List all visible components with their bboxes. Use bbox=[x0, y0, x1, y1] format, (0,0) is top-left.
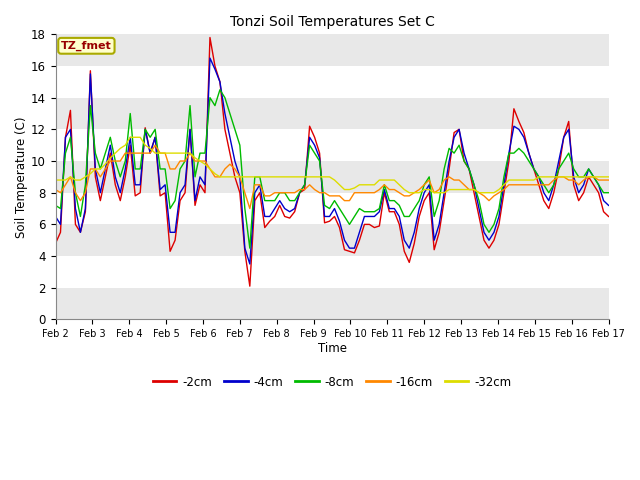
Legend: -2cm, -4cm, -8cm, -16cm, -32cm: -2cm, -4cm, -8cm, -16cm, -32cm bbox=[148, 371, 516, 393]
Bar bbox=[56, 35, 609, 66]
Y-axis label: Soil Temperature (C): Soil Temperature (C) bbox=[15, 116, 28, 238]
Text: TZ_fmet: TZ_fmet bbox=[61, 41, 112, 51]
Bar bbox=[56, 98, 609, 130]
Title: Tonzi Soil Temperatures Set C: Tonzi Soil Temperatures Set C bbox=[230, 15, 435, 29]
Bar bbox=[56, 288, 609, 319]
Bar bbox=[56, 224, 609, 256]
X-axis label: Time: Time bbox=[317, 342, 346, 355]
Bar bbox=[56, 161, 609, 192]
